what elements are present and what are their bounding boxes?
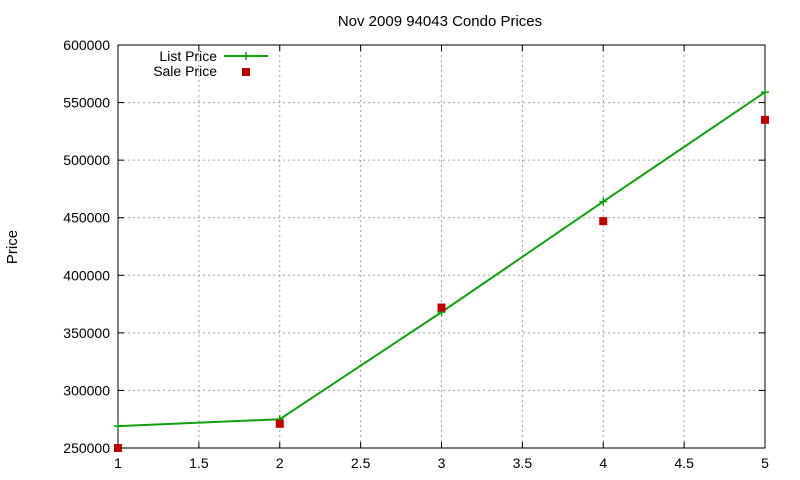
list-price-marker	[599, 197, 608, 206]
x-tick-label: 3	[438, 455, 446, 471]
list-price-marker	[761, 88, 769, 97]
legend: List Price Sale Price	[153, 48, 268, 79]
x-tick-label: 5	[761, 455, 769, 471]
y-tick-label: 600000	[63, 37, 110, 53]
legend-label-sale-price: Sale Price	[153, 63, 217, 79]
y-tick-label: 450000	[63, 210, 110, 226]
grid-lines	[118, 45, 765, 448]
sale-price-marker	[761, 115, 769, 124]
legend-label-list-price: List Price	[159, 48, 217, 64]
axis-ticks: 1 1.5 2 2.5 3 3.5 4 4.5 5 250000 300000 350000 40000…	[63, 37, 769, 471]
x-tick-label: 4.5	[674, 455, 694, 471]
sale-price-marker	[437, 303, 446, 312]
x-tick-label: 1	[114, 455, 122, 471]
x-tick-label: 2.5	[351, 455, 371, 471]
list-price-marker	[114, 422, 122, 431]
y-tick-label: 500000	[63, 152, 110, 168]
y-axis-label: Price	[4, 230, 21, 264]
chart-title: Nov 2009 94043 Condo Prices	[338, 13, 542, 30]
x-tick-label: 4	[599, 455, 607, 471]
x-tick-label: 1.5	[189, 455, 209, 471]
sale-price-marker	[114, 444, 122, 452]
y-tick-label: 300000	[63, 382, 110, 398]
sale-price-marker	[599, 217, 608, 226]
sale-price-marker	[275, 419, 284, 428]
y-tick-label: 400000	[63, 267, 110, 283]
y-tick-label: 350000	[63, 325, 110, 341]
legend-marker-list-price	[242, 52, 250, 60]
x-tick-label: 3.5	[513, 455, 533, 471]
y-tick-label: 550000	[63, 95, 110, 111]
x-tick-label: 2	[276, 455, 284, 471]
legend-marker-sale-price	[242, 68, 250, 76]
y-tick-label: 250000	[63, 440, 110, 456]
series-group	[114, 88, 769, 452]
